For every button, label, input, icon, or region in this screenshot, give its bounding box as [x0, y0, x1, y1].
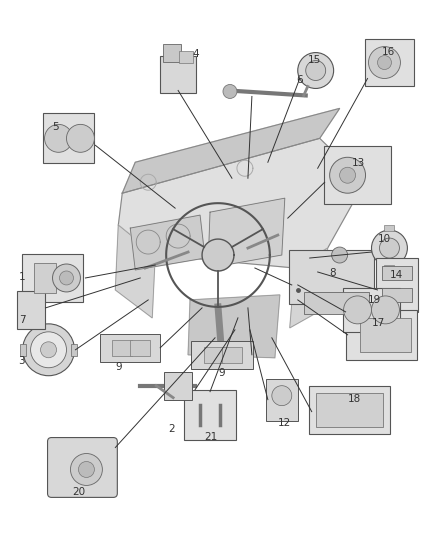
- Text: 8: 8: [330, 268, 336, 278]
- Circle shape: [330, 157, 366, 193]
- Text: 7: 7: [19, 315, 25, 325]
- Circle shape: [371, 230, 407, 266]
- Text: 17: 17: [371, 318, 385, 328]
- Text: 2: 2: [168, 424, 175, 433]
- Bar: [385, 225, 395, 231]
- Circle shape: [343, 296, 371, 324]
- Circle shape: [78, 462, 95, 478]
- Circle shape: [23, 324, 74, 376]
- Circle shape: [60, 271, 74, 285]
- Circle shape: [371, 296, 399, 324]
- Text: 15: 15: [308, 54, 321, 64]
- Bar: [316, 393, 384, 426]
- Circle shape: [45, 124, 72, 152]
- Polygon shape: [122, 108, 339, 193]
- Circle shape: [298, 53, 334, 88]
- FancyBboxPatch shape: [48, 438, 117, 497]
- Circle shape: [41, 342, 57, 358]
- Circle shape: [306, 61, 326, 80]
- Circle shape: [339, 167, 356, 183]
- Polygon shape: [130, 215, 205, 270]
- Text: 1: 1: [19, 272, 25, 282]
- Text: 19: 19: [367, 295, 381, 305]
- Bar: [34, 263, 56, 293]
- Text: 21: 21: [204, 432, 217, 441]
- Polygon shape: [208, 198, 285, 268]
- Bar: [71, 344, 78, 356]
- Polygon shape: [118, 139, 364, 268]
- Circle shape: [31, 332, 67, 368]
- Bar: [100, 334, 160, 362]
- Text: 10: 10: [378, 234, 391, 244]
- Bar: [164, 372, 192, 400]
- Bar: [324, 147, 392, 204]
- Text: 20: 20: [72, 487, 85, 497]
- Circle shape: [53, 264, 81, 292]
- Text: 3: 3: [19, 356, 25, 366]
- Bar: [42, 114, 95, 163]
- Circle shape: [332, 247, 348, 263]
- Bar: [382, 288, 413, 302]
- Text: 14: 14: [389, 270, 403, 280]
- Text: 5: 5: [53, 123, 59, 132]
- Polygon shape: [188, 295, 280, 358]
- Text: 6: 6: [296, 75, 302, 85]
- Bar: [112, 340, 132, 356]
- Circle shape: [368, 46, 400, 78]
- Bar: [304, 292, 369, 314]
- Text: 12: 12: [278, 417, 291, 427]
- Polygon shape: [115, 225, 155, 318]
- Bar: [163, 44, 181, 61]
- Bar: [360, 318, 411, 352]
- Bar: [130, 340, 150, 356]
- Text: 13: 13: [352, 158, 365, 168]
- Bar: [309, 386, 390, 433]
- Circle shape: [272, 386, 292, 406]
- Bar: [266, 379, 298, 421]
- Circle shape: [67, 124, 95, 152]
- Text: 9: 9: [115, 362, 122, 372]
- Polygon shape: [202, 239, 234, 271]
- Bar: [377, 257, 418, 312]
- Circle shape: [378, 55, 392, 69]
- Text: 18: 18: [348, 394, 361, 403]
- Text: 4: 4: [192, 49, 199, 59]
- Bar: [191, 341, 253, 369]
- Circle shape: [223, 84, 237, 99]
- Bar: [385, 265, 395, 271]
- Bar: [20, 344, 25, 356]
- Bar: [179, 51, 193, 62]
- Bar: [346, 310, 417, 360]
- Circle shape: [379, 238, 399, 258]
- Bar: [364, 38, 414, 86]
- Bar: [289, 249, 374, 304]
- Text: 16: 16: [381, 46, 395, 56]
- Bar: [21, 254, 83, 302]
- Bar: [222, 347, 242, 363]
- Bar: [204, 347, 224, 363]
- Circle shape: [71, 454, 102, 486]
- Bar: [17, 291, 45, 329]
- Text: 9: 9: [218, 368, 225, 378]
- Bar: [160, 55, 196, 93]
- Bar: [343, 288, 400, 332]
- Bar: [382, 266, 413, 280]
- Polygon shape: [290, 248, 328, 328]
- Bar: [184, 390, 236, 440]
